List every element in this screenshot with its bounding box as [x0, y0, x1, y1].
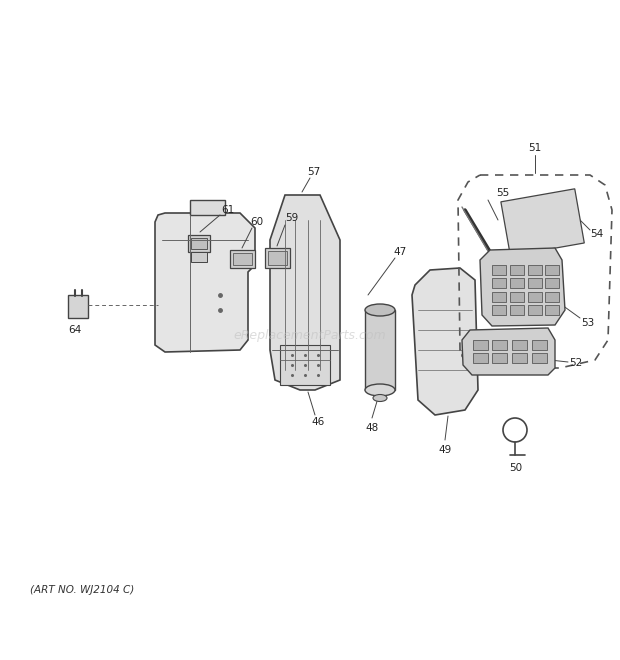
Polygon shape [480, 248, 565, 326]
Bar [501, 189, 584, 256]
Bar [528, 292, 542, 302]
Bar [512, 353, 527, 363]
Text: 49: 49 [438, 445, 451, 455]
Ellipse shape [365, 304, 395, 316]
Text: 59: 59 [285, 213, 299, 223]
Text: 52: 52 [569, 358, 583, 368]
Text: 53: 53 [582, 318, 595, 328]
Text: (ART NO. WJ2104 C): (ART NO. WJ2104 C) [30, 585, 135, 595]
Bar [473, 353, 488, 363]
Bar [512, 340, 527, 350]
Text: 60: 60 [250, 217, 264, 227]
Text: 61: 61 [221, 205, 234, 215]
Bar [545, 305, 559, 315]
Text: 48: 48 [365, 423, 379, 433]
Text: 54: 54 [590, 229, 604, 239]
Bar [528, 265, 542, 275]
Bar [545, 292, 559, 302]
Polygon shape [233, 253, 252, 265]
Polygon shape [462, 328, 555, 375]
Bar [510, 278, 524, 288]
Bar [365, 310, 395, 390]
Text: eReplacementParts.com: eReplacementParts.com [234, 329, 386, 341]
Text: 57: 57 [308, 167, 321, 177]
Bar [545, 265, 559, 275]
Polygon shape [190, 200, 225, 215]
Bar [510, 265, 524, 275]
Polygon shape [265, 248, 290, 268]
Polygon shape [270, 195, 340, 390]
Bar [532, 340, 547, 350]
Text: 46: 46 [311, 417, 325, 427]
Polygon shape [188, 235, 210, 252]
Bar [492, 305, 506, 315]
Text: 64: 64 [68, 325, 82, 335]
Ellipse shape [373, 395, 387, 401]
Polygon shape [280, 345, 330, 385]
Polygon shape [155, 213, 255, 352]
Bar [492, 292, 506, 302]
Bar [532, 353, 547, 363]
Polygon shape [268, 251, 287, 265]
Polygon shape [191, 238, 207, 249]
Text: 50: 50 [510, 463, 523, 473]
Bar [492, 278, 506, 288]
Bar [528, 305, 542, 315]
Bar [510, 292, 524, 302]
Bar [545, 278, 559, 288]
Text: 51: 51 [528, 143, 542, 153]
Polygon shape [68, 295, 88, 318]
Bar [492, 265, 506, 275]
Bar [473, 340, 488, 350]
Polygon shape [230, 250, 255, 268]
Bar [510, 305, 524, 315]
Text: 55: 55 [497, 188, 510, 198]
Bar [528, 278, 542, 288]
Text: 47: 47 [393, 247, 407, 257]
Bar [492, 340, 507, 350]
Polygon shape [191, 252, 207, 262]
Bar [492, 353, 507, 363]
Ellipse shape [365, 384, 395, 396]
Polygon shape [412, 268, 478, 415]
